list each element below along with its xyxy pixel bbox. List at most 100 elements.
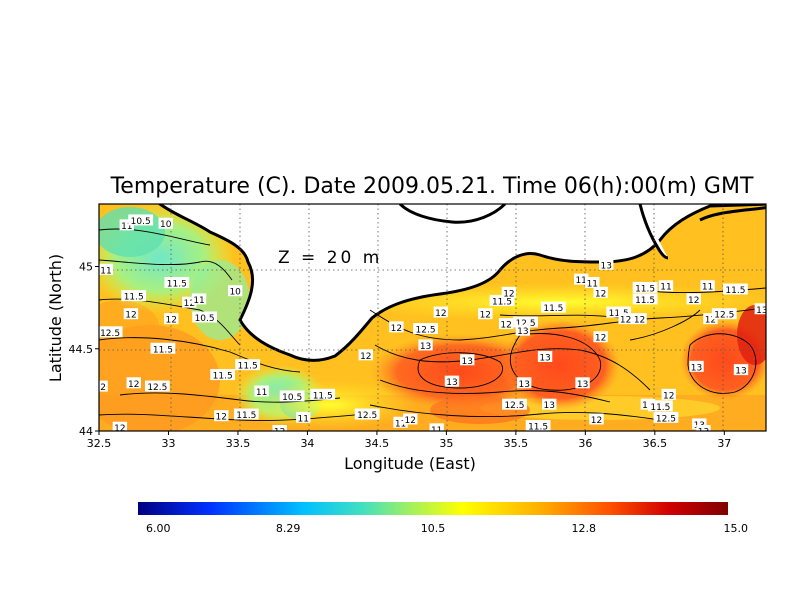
contour-label-text: 12: [480, 311, 491, 321]
contour-label: 11: [99, 263, 114, 276]
contour-label-box: [689, 360, 704, 372]
contour-label-box: [489, 295, 515, 307]
contour-label-text: 11: [193, 296, 204, 306]
contour-label: 13: [733, 364, 749, 377]
contour-label: 11: [254, 385, 269, 398]
contour-label-box: [164, 276, 190, 288]
contour-label-box: [575, 377, 590, 389]
contour-label: 12: [661, 388, 676, 401]
contour-label-box: [593, 286, 608, 298]
contour-label-box: [272, 425, 287, 431]
contour-label: 13: [418, 339, 433, 352]
contour-label: 11: [393, 416, 408, 429]
contour-label-box: [501, 286, 517, 298]
y-axis-label: Latitude (North): [46, 254, 65, 382]
contour-label-box: [126, 377, 141, 389]
land-azov-coast: [398, 204, 507, 224]
contour-label-box: [661, 388, 676, 400]
contour-label: 11.5: [632, 281, 658, 294]
contour-label: 10.5: [279, 390, 305, 403]
contour-label-text: 12.5: [714, 311, 734, 321]
contour-label-box: [121, 290, 147, 302]
contour-label: 11.5: [723, 283, 748, 296]
contour-label-box: [158, 217, 173, 229]
contour-label: 12: [389, 321, 404, 334]
x-tick-label: 32.5: [87, 437, 112, 450]
y-axis: 44 44.5 45: [69, 261, 99, 438]
contour-label-text: 13: [698, 428, 709, 438]
contour-label-text: 11.5: [635, 296, 655, 306]
contour-label-text: 12: [642, 401, 653, 411]
contour-label: 11.5: [310, 388, 336, 401]
colorbar-swatch: [138, 502, 728, 515]
contour-label: 12.5: [413, 323, 438, 336]
contour-label: 12: [182, 296, 197, 309]
contour-label: 11: [658, 280, 674, 293]
contour-label-box: [210, 369, 236, 381]
contour-label-text: 11.5: [725, 286, 745, 296]
contour-label-text: 12: [184, 299, 195, 309]
contour-label-text: 11.5: [236, 411, 256, 421]
contour-label: 11: [585, 276, 600, 289]
contour-label-text: 13: [543, 401, 554, 411]
contour-label-box: [589, 413, 604, 425]
contour-label-box: [658, 280, 674, 292]
contour-label-box: [418, 339, 433, 351]
contour-label-box: [711, 308, 737, 320]
contour-label-box: [540, 301, 566, 313]
contour-label-box: [444, 375, 460, 387]
contour-label: 11.5: [525, 420, 551, 431]
y-tick-label: 44: [79, 425, 93, 438]
contour-label-text: 13: [577, 380, 588, 390]
contour-label-text: 11: [431, 426, 442, 436]
contour-label-text: 13: [539, 353, 550, 363]
contour-label-box: [517, 377, 532, 389]
contour-label-text: 11.5: [492, 298, 512, 308]
contour-label-text: 12.5: [147, 383, 167, 393]
contour-label: 11: [119, 219, 134, 232]
contour-label: 12: [214, 410, 229, 423]
contour-label: 13: [754, 303, 766, 316]
contour-label-text: 12: [405, 416, 416, 426]
contour-label-box: [653, 411, 679, 423]
contour-label: 12: [632, 313, 647, 326]
map-frame: [98, 203, 767, 432]
contour-label: 12: [593, 286, 608, 299]
contour-label-text: 12: [391, 324, 402, 334]
contour-label: 11.5: [489, 295, 515, 308]
contour-label: 12: [640, 398, 656, 411]
contour-label: 12: [126, 377, 141, 390]
contour-label-text: 12.5: [416, 326, 436, 336]
contour-label-text: 11.5: [238, 362, 258, 372]
contour-label-text: 13: [446, 378, 457, 388]
colorbar-tick-label: 10.5: [421, 522, 446, 535]
contour-label-box: [606, 306, 632, 318]
contour-label-box: [192, 311, 218, 323]
contour-label-box: [696, 425, 711, 431]
contour-label-box: [640, 398, 656, 410]
contour-label-text: 10: [160, 220, 172, 230]
x-tick-label: 34: [300, 437, 314, 450]
contour-label-text: 11.5: [650, 403, 670, 413]
contour-label: 13: [598, 258, 614, 271]
contour-label-box: [692, 418, 707, 430]
x-tick-label: 36.5: [643, 437, 668, 450]
contour-label-text: 12: [274, 428, 285, 438]
contour-label-box: [99, 326, 123, 338]
contour-label-box: [703, 313, 718, 325]
contour-label-box: [279, 390, 305, 402]
contour-label: 10.5: [128, 214, 154, 227]
contour-label-text: 12: [128, 380, 139, 390]
contour-label: 11.5: [210, 369, 236, 382]
contour-label-text: 13: [735, 367, 746, 377]
contour-label-box: [233, 408, 259, 420]
contour-label-box: [723, 283, 748, 295]
contour-label-box: [254, 385, 269, 397]
contour-label-text: 11: [587, 279, 598, 289]
y-tick-label: 44.5: [69, 343, 94, 356]
x-axis-label: Longitude (East): [344, 454, 476, 473]
contour-label: 12.5: [653, 411, 679, 424]
contour-label-text: 10: [229, 288, 241, 298]
